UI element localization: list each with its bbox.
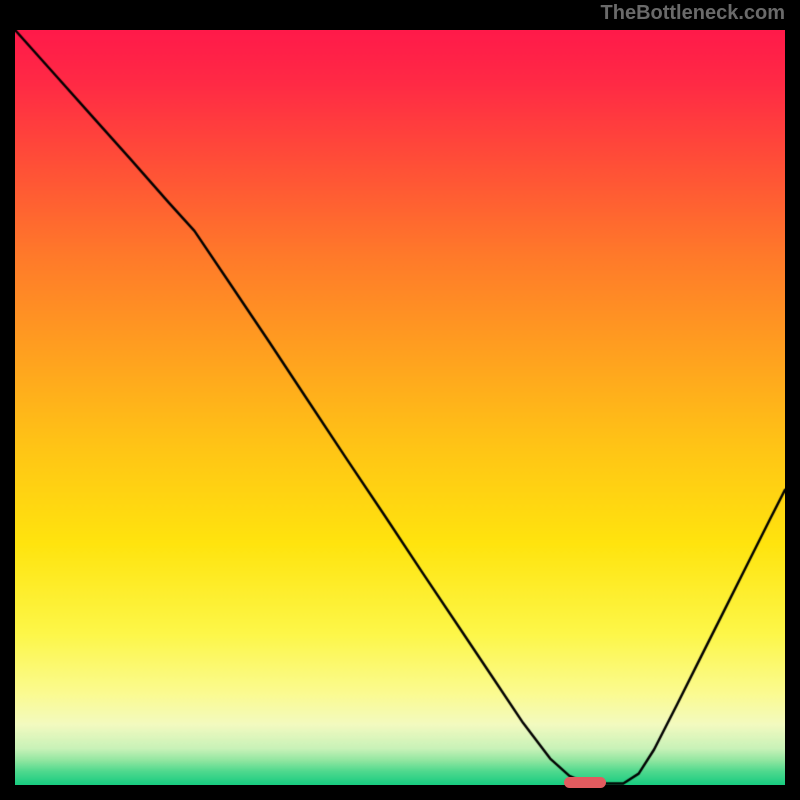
plot-area	[15, 30, 785, 785]
watermark-text: TheBottleneck.com	[601, 2, 785, 25]
bottleneck-curve	[15, 30, 785, 785]
optimal-marker	[564, 777, 606, 788]
